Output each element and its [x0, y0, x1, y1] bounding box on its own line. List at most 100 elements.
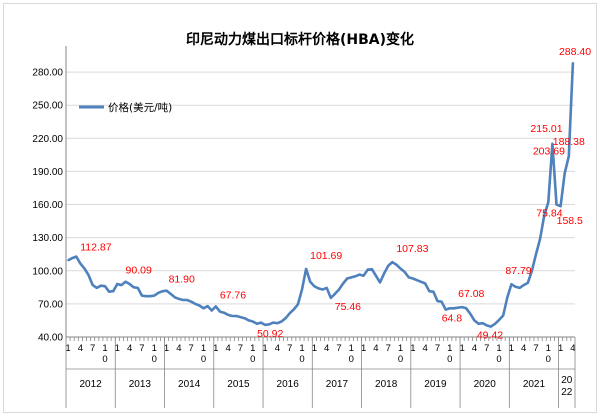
x-tick-label: 4 [324, 343, 329, 354]
data-point [116, 283, 119, 285]
x-tick-label: 7 [287, 343, 292, 354]
year-label: 2021 [523, 379, 546, 390]
data-point [407, 276, 410, 279]
data-point [87, 274, 90, 277]
x-tick-label: 4 [373, 343, 378, 354]
data-point [235, 315, 238, 317]
data-point [572, 61, 574, 64]
data-point [473, 319, 476, 322]
data-point [399, 267, 402, 270]
data-point [284, 317, 287, 320]
x-tick-label: 1 [509, 343, 514, 354]
data-label: 67.08 [458, 288, 484, 300]
data-point [362, 274, 365, 277]
x-tick-label: 7 [484, 343, 489, 354]
data-point [227, 314, 230, 316]
x-tick-label: 4 [225, 343, 230, 354]
data-point [132, 286, 135, 289]
x-tick-label: 4 [127, 343, 132, 354]
data-point [567, 155, 570, 158]
data-point [477, 322, 480, 325]
y-tick-label: 130.00 [32, 233, 63, 244]
y-tick-label: 70.00 [38, 299, 63, 310]
x-tick-label: 1 [558, 343, 563, 354]
data-point [141, 294, 143, 297]
data-point [231, 315, 234, 317]
data-label: 215.01 [530, 123, 562, 135]
series [67, 61, 575, 328]
x-tick-label: 4 [423, 343, 428, 354]
data-point [112, 290, 115, 293]
year-label: 2017 [326, 379, 349, 390]
year-label: 2014 [178, 379, 201, 390]
data-point [506, 296, 509, 299]
year-label: 2019 [424, 379, 447, 390]
x-tick-label: 4 [472, 343, 477, 354]
data-point [272, 321, 275, 324]
data-point [514, 285, 517, 288]
data-label: 81.90 [169, 274, 195, 286]
data-point [297, 303, 299, 306]
data-point [338, 288, 340, 291]
data-point [67, 259, 69, 262]
data-point [169, 293, 172, 295]
x-tick-label: 7 [139, 343, 144, 354]
x-tick-label: 4 [275, 343, 280, 354]
data-point [149, 295, 152, 298]
data-point [214, 305, 217, 308]
data-point [469, 312, 472, 315]
data-point [194, 302, 197, 305]
data-point [108, 290, 111, 293]
x-tick-label: 7 [336, 343, 341, 354]
x-tick-label: 7 [189, 343, 194, 354]
legend: 价格(美元/吨) [79, 101, 172, 114]
x-tick-label: 1 [312, 343, 317, 354]
data-point [440, 300, 443, 303]
data-label: 112.87 [80, 242, 111, 254]
x-tick-label: 1 [262, 343, 267, 354]
x-tick-label: 7 [435, 343, 440, 354]
data-point [136, 286, 139, 289]
data-point [510, 283, 513, 286]
data-point [461, 306, 464, 309]
data-point [485, 324, 488, 327]
data-point [251, 320, 254, 323]
data-point [288, 312, 291, 315]
x-tick-label: 7 [533, 343, 538, 354]
data-point [498, 318, 500, 321]
data-point [239, 316, 242, 319]
data-label: 50.92 [257, 328, 283, 340]
data-label: 188.38 [553, 136, 585, 148]
x-tick-label: 1 [459, 343, 464, 354]
year-label: 2015 [227, 379, 250, 390]
data-point [120, 284, 123, 287]
data-point [255, 322, 258, 325]
x-tick-label: 4 [176, 343, 181, 354]
y-tick-label: 280.00 [32, 68, 63, 79]
data-point [210, 309, 213, 312]
data-label: 203.69 [533, 145, 565, 157]
data-point [206, 305, 209, 307]
data-point [153, 294, 156, 297]
data-point [526, 282, 529, 284]
data-point [387, 264, 390, 267]
data-point [411, 277, 414, 280]
data-point [99, 284, 102, 287]
data-point [223, 311, 225, 314]
data-point [161, 290, 164, 293]
data-point [395, 263, 398, 266]
data-point [264, 324, 266, 326]
x-tick-label: 1 [115, 343, 120, 354]
data-point [379, 281, 381, 284]
data-point [432, 290, 435, 293]
data-point [358, 273, 361, 276]
data-point [280, 320, 283, 323]
data-point [247, 319, 250, 322]
data-point [448, 307, 451, 310]
data-point [145, 295, 147, 298]
